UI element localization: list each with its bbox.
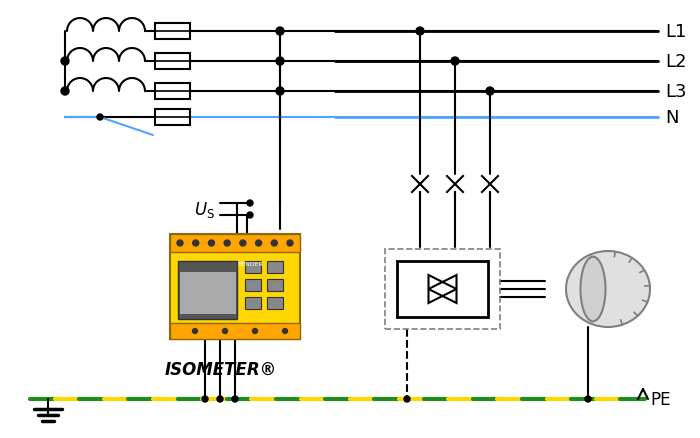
Text: N: N [665, 109, 678, 127]
Circle shape [585, 396, 591, 402]
Circle shape [416, 28, 424, 36]
Bar [267, 279, 284, 291]
Circle shape [276, 28, 284, 36]
Text: L2: L2 [665, 53, 687, 71]
Circle shape [272, 240, 277, 247]
Bar [246, 297, 261, 309]
Text: BENDER: BENDER [238, 261, 263, 266]
Bar [155, 54, 190, 70]
Circle shape [287, 240, 293, 247]
Circle shape [486, 88, 494, 96]
Circle shape [283, 329, 288, 334]
Circle shape [202, 396, 208, 402]
Circle shape [193, 240, 199, 247]
Circle shape [224, 240, 230, 247]
Bar [178, 261, 237, 319]
Text: L3: L3 [665, 83, 687, 101]
Ellipse shape [580, 257, 606, 321]
Text: L1: L1 [665, 23, 687, 41]
Bar [397, 261, 488, 317]
Circle shape [232, 396, 238, 402]
Circle shape [256, 240, 262, 247]
Ellipse shape [566, 251, 650, 327]
Circle shape [61, 88, 69, 96]
Bar [170, 234, 300, 252]
Circle shape [451, 58, 459, 66]
Circle shape [61, 58, 69, 66]
Bar [155, 110, 190, 126]
Text: $U_\mathrm{S}$: $U_\mathrm{S}$ [194, 200, 215, 219]
Circle shape [223, 329, 228, 334]
Circle shape [276, 88, 284, 96]
Circle shape [404, 396, 410, 402]
Bar [170, 234, 300, 339]
Circle shape [209, 240, 214, 247]
Bar [155, 24, 190, 40]
Text: ISOMETER®: ISOMETER® [165, 360, 277, 378]
Text: PE: PE [650, 390, 671, 408]
Bar [170, 323, 300, 339]
Bar [267, 261, 284, 273]
Circle shape [193, 329, 197, 334]
Bar [155, 84, 190, 100]
Circle shape [217, 396, 223, 402]
Circle shape [253, 329, 258, 334]
Circle shape [247, 212, 253, 219]
Circle shape [247, 201, 253, 207]
Bar [385, 249, 500, 329]
Bar [267, 297, 284, 309]
Bar [246, 261, 261, 273]
Circle shape [276, 58, 284, 66]
Circle shape [240, 240, 246, 247]
Circle shape [177, 240, 183, 247]
Circle shape [97, 115, 103, 121]
Bar [180, 272, 236, 314]
Bar [246, 279, 261, 291]
